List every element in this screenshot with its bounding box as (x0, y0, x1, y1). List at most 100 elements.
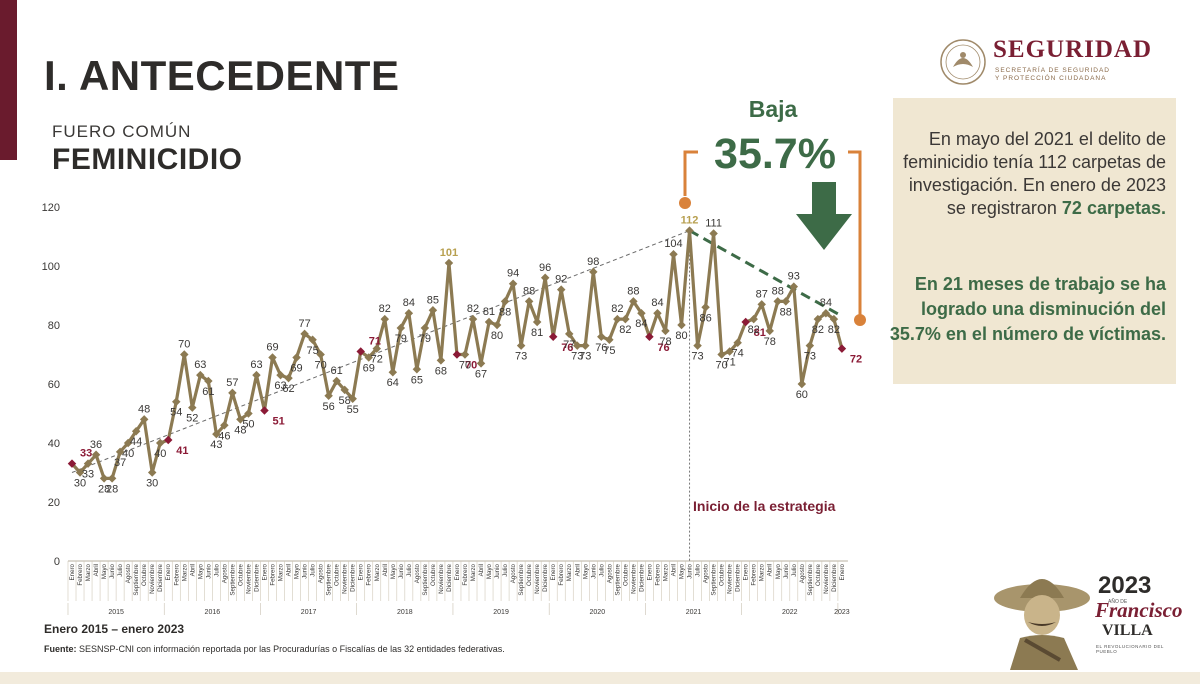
data-point (757, 300, 766, 309)
x-tick-label: Enero (550, 563, 557, 580)
x-tick-label: Marzo (470, 563, 477, 581)
x-tick-label: Marzo (278, 563, 285, 581)
data-point (749, 314, 758, 324)
x-tick-label: Septiembre (614, 563, 621, 595)
data-point (67, 459, 77, 468)
bracket-right-dot (854, 314, 866, 326)
x-tick-label: Octubre (141, 563, 148, 586)
data-point (621, 314, 630, 324)
bottom-strip (0, 672, 1200, 684)
data-label: 98 (587, 256, 599, 268)
x-tick-label: Julio (502, 563, 509, 576)
data-label: 63 (274, 380, 286, 392)
x-tick-label: Julio (791, 563, 798, 576)
data-point (669, 249, 678, 259)
data-label: 85 (427, 294, 439, 306)
data-point (781, 297, 791, 306)
data-label: 48 (234, 424, 246, 436)
data-label: 88 (780, 306, 792, 318)
x-tick-label: Enero (454, 563, 461, 580)
x-tick-label: Noviembre (438, 563, 445, 593)
data-label: 74 (732, 348, 744, 360)
x-tick-label: Marzo (85, 563, 92, 581)
source-note: Fuente: SESNSP-CNI con información repor… (44, 644, 505, 654)
x-tick-label: Abril (574, 564, 581, 576)
x-tick-label: Abril (478, 564, 485, 576)
data-point (99, 474, 109, 483)
x-tick-label: Julio (695, 563, 702, 576)
strategy-annotation: Inicio de la estrategia (693, 498, 836, 514)
y-tick-label: 40 (48, 438, 60, 450)
villa-caption: EL REVOLUCIONARIO DEL PUEBLO (1096, 644, 1164, 654)
x-tick-label: Abril (286, 564, 293, 576)
data-point (284, 373, 293, 383)
data-label: 70 (715, 360, 727, 372)
data-label: 54 (170, 407, 182, 419)
x-tick-label: Mayo (390, 563, 397, 579)
left-accent-bar (0, 0, 17, 160)
bracket-right (848, 150, 862, 315)
x-tick-label: Marzo (759, 563, 766, 581)
x-tick-label: Noviembre (630, 563, 637, 593)
x-tick-label: Julio (213, 563, 220, 576)
data-label: 73 (571, 351, 583, 363)
data-label: 64 (387, 377, 399, 389)
data-label: 71 (724, 357, 736, 369)
x-tick-label: Junio (783, 563, 790, 578)
data-point (420, 323, 430, 333)
data-point (516, 341, 526, 350)
year-label: 2019 (493, 609, 509, 616)
data-label: 82 (748, 324, 760, 336)
data-label: 63 (194, 359, 206, 371)
data-point (228, 388, 237, 398)
x-tick-label: Marzo (566, 563, 573, 581)
data-point (244, 409, 253, 418)
x-tick-label: Diciembre (735, 563, 742, 591)
data-label: 71 (369, 336, 381, 348)
data-point (204, 376, 213, 386)
data-label: 69 (363, 362, 375, 374)
data-point (548, 332, 558, 342)
data-label: 61 (331, 365, 343, 377)
x-tick-label: Agosto (125, 563, 132, 583)
x-tick-label: Febrero (366, 563, 373, 585)
data-point (573, 341, 582, 350)
x-tick-label: Enero (358, 563, 365, 580)
data-point (292, 353, 301, 362)
data-point (789, 282, 799, 291)
data-point (637, 308, 646, 318)
data-point (813, 314, 823, 324)
data-point (123, 438, 133, 448)
data-point (645, 332, 654, 342)
data-point (717, 350, 726, 359)
y-tick-label: 0 (54, 556, 60, 568)
data-label: 87 (756, 288, 768, 300)
data-label: 40 (154, 448, 166, 460)
data-point (404, 308, 414, 318)
year-label: 2023 (834, 609, 850, 616)
data-point (524, 297, 534, 306)
period-label: Enero 2015 – enero 2023 (44, 622, 185, 636)
down-arrow-icon (796, 182, 852, 250)
y-tick-label: 80 (48, 320, 60, 332)
data-point (380, 314, 390, 324)
data-label: 75 (603, 345, 615, 357)
x-tick-label: Septiembre (807, 563, 814, 595)
data-label: 88 (523, 285, 535, 297)
x-tick-label: Enero (69, 563, 76, 580)
data-point (268, 353, 277, 362)
data-point (564, 329, 574, 339)
data-point (348, 394, 357, 403)
data-label: 70 (459, 360, 471, 372)
data-point (236, 415, 245, 424)
x-tick-label: Agosto (414, 563, 421, 583)
villa-portrait-icon (994, 579, 1090, 670)
data-label: 48 (138, 403, 150, 415)
x-tick-label: Noviembre (727, 563, 734, 593)
info-text-2: En 21 meses de trabajo se ha logrado una… (889, 274, 1166, 344)
logo-text: SEGURIDAD (993, 36, 1153, 63)
x-tick-label: Octubre (719, 563, 726, 586)
x-tick-label: Noviembre (245, 563, 252, 593)
x-tick-label: Abril (189, 564, 196, 576)
